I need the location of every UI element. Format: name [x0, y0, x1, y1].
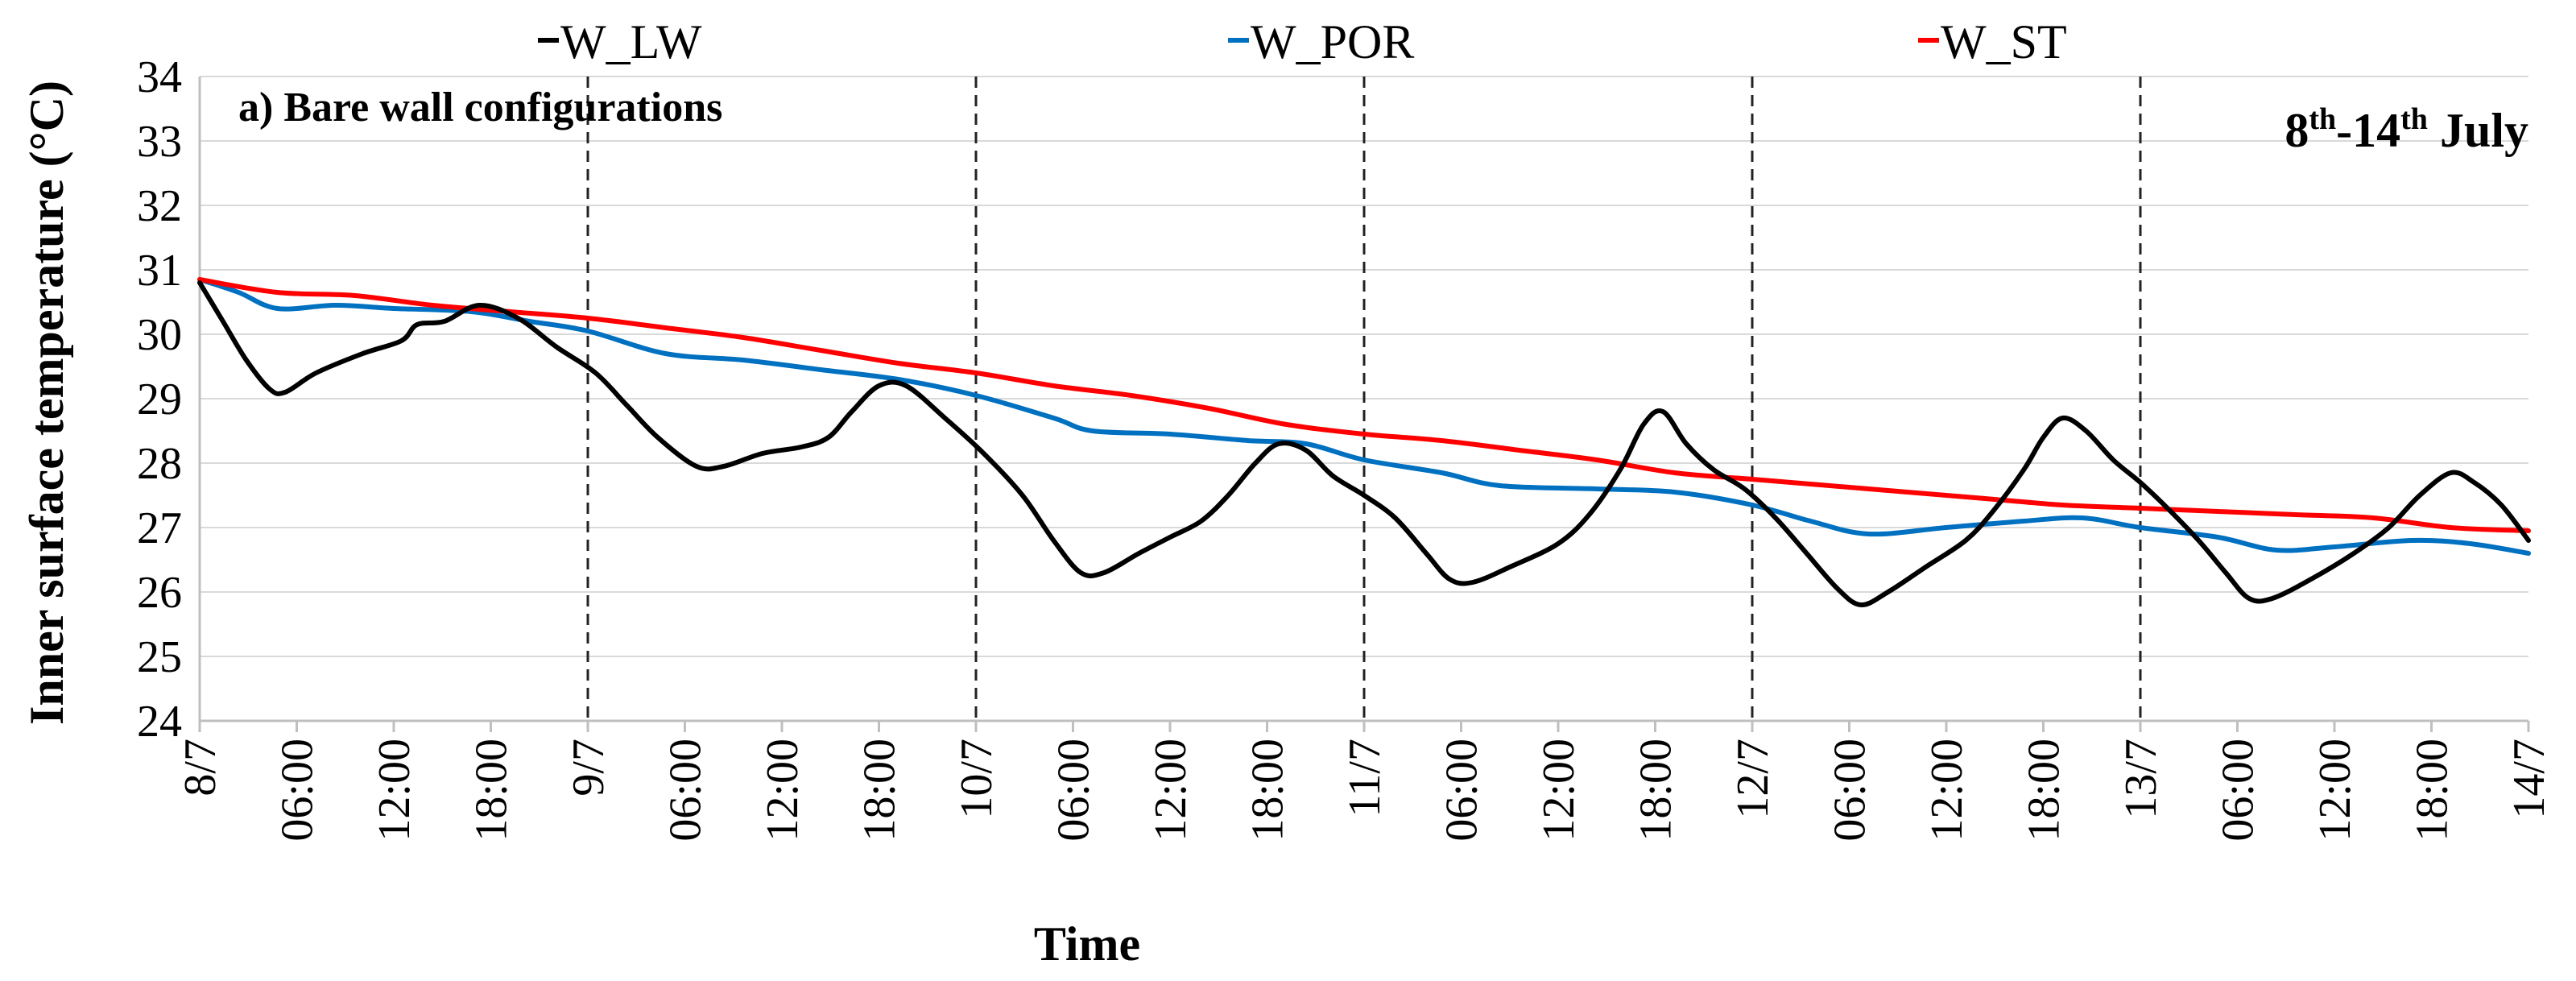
x-tick-label: 9/7 [564, 739, 614, 797]
x-tick-label: 06:00 [1049, 739, 1099, 842]
y-tick-label: 30 [137, 310, 182, 360]
x-tick-label: 18:00 [467, 739, 517, 842]
period-label: 8th-14th July [2284, 102, 2528, 157]
x-tick-label: 06:00 [661, 739, 711, 842]
legend-label: W_LW [560, 15, 702, 68]
x-tick-label: 06:00 [1826, 739, 1875, 842]
data-series [197, 277, 2531, 607]
x-tick-label: 10/7 [952, 739, 1002, 819]
y-tick-labels: 24 25 26 27 28 29 30 31 32 33 34 [137, 52, 182, 747]
x-tick-label: 06:00 [1437, 739, 1487, 842]
x-tick-label: 14/7 [2504, 739, 2554, 819]
x-tick-label: 12:00 [1922, 739, 1972, 842]
x-tick-label: 12:00 [2310, 739, 2360, 842]
legend-label: W_ST [1941, 15, 2067, 68]
x-tick-label: 18:00 [2020, 739, 2069, 842]
y-axis-title: Inner surface temperature (°C) [20, 81, 73, 725]
y-tick-label: 34 [137, 52, 182, 102]
x-tick-label: 18:00 [1243, 739, 1293, 842]
x-tick-label: 13/7 [2116, 739, 2166, 819]
x-tick-label: 18:00 [855, 739, 905, 842]
x-tick-label: 8/7 [176, 739, 225, 797]
panel-label: a) Bare wall configurations [238, 85, 722, 130]
x-tick-label: 06:00 [2214, 739, 2264, 842]
y-tick-label: 31 [137, 246, 182, 296]
x-tick-labels: 8/7 06:00 12:00 18:00 9/7 06:00 12:00 18:00 10/7… [176, 739, 2554, 842]
series-line-w-lw [197, 280, 2531, 607]
x-tick-label: 12:00 [370, 739, 420, 842]
x-tick-label: 18:00 [1631, 739, 1681, 842]
x-tick-label: 18:00 [2408, 739, 2458, 842]
y-tick-label: 32 [137, 181, 182, 231]
axes [198, 77, 2530, 732]
y-tick-label: 24 [137, 697, 182, 747]
y-tick-label: 29 [137, 375, 182, 424]
x-axis-title: Time [1034, 917, 1140, 971]
x-tick-label: 12/7 [1728, 739, 1778, 819]
legend: W_LW W_POR W_ST [538, 15, 2067, 68]
x-tick-label: 12:00 [758, 739, 808, 842]
series-line-w-st [197, 277, 2531, 533]
x-tick-label: 12:00 [1146, 739, 1196, 842]
x-tick-label: 12:00 [1534, 739, 1584, 842]
y-tick-label: 28 [137, 439, 182, 489]
day-separator-lines [586, 77, 2142, 721]
x-tick-label: 11/7 [1340, 739, 1390, 817]
y-tick-label: 27 [137, 503, 182, 553]
y-tick-label: 33 [137, 117, 182, 167]
series-line-w-por [197, 277, 2531, 556]
legend-label: W_POR [1251, 15, 1414, 68]
x-tick-label: 06:00 [273, 739, 323, 842]
y-tick-label: 25 [137, 632, 182, 682]
y-tick-label: 26 [137, 568, 182, 618]
